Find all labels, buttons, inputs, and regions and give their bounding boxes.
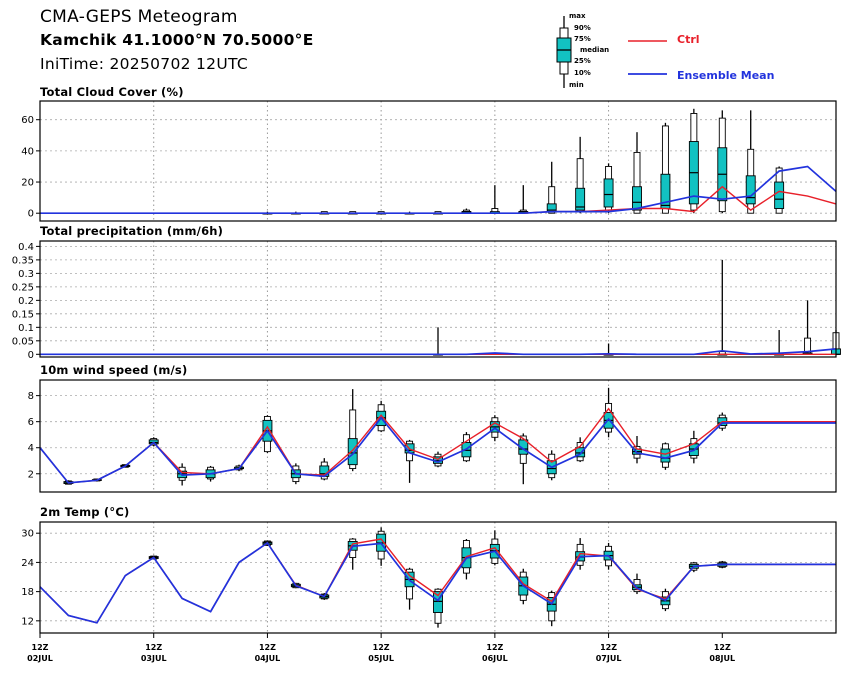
panel-title-precip: Total precipitation (mm/6h) (40, 224, 224, 238)
panel-1: 0 0.05 0.1 0.15 0.2 0.25 0.3 0.35 0.4 (12, 240, 841, 361)
xtick-time-label: 12Z (600, 643, 617, 652)
legend-median-label: median (580, 46, 610, 54)
box-iqr (575, 447, 586, 458)
legend-mean-label: Ensemble Mean (677, 69, 775, 82)
legend-p25-label: 25% (574, 57, 591, 65)
xtick-time-label: 12Z (714, 643, 731, 652)
box-glyph (376, 400, 387, 433)
panel-frame (39, 521, 837, 634)
ytick-label: 0.15 (12, 309, 34, 320)
ytick-label: 2 (28, 469, 34, 480)
legend-p10-label: 10% (574, 69, 591, 77)
ytick-label: 0.4 (18, 242, 34, 253)
ytick-label: 12 (21, 616, 34, 627)
ytick-label: 0.1 (18, 323, 34, 334)
box-p10-p90 (633, 151, 641, 214)
box-legend-glyph (556, 16, 572, 88)
panel-frame (39, 240, 837, 358)
box-glyph (745, 110, 756, 214)
box-p10-p90 (661, 125, 669, 214)
ytick-label: 6 (28, 417, 34, 428)
ytick-label: 20 (21, 178, 34, 189)
legend-max-label: max (569, 12, 586, 20)
box-iqr (575, 187, 586, 211)
box-iqr (660, 448, 671, 463)
ensemble-mean-line (39, 416, 836, 484)
ytick-label: 0.25 (12, 282, 34, 293)
panel-title-cloud: Total Cloud Cover (%) (40, 85, 184, 99)
ytick-label: 0.05 (12, 336, 34, 347)
ytick-label: 0 (28, 209, 34, 220)
ytick-label: 60 (21, 115, 34, 126)
ytick-label: 0 (28, 350, 34, 361)
panel-title-wind: 10m wind speed (m/s) (40, 363, 188, 377)
box-glyph (546, 161, 557, 214)
xtick-date-label: 03JUL (141, 654, 167, 663)
box-iqr (603, 178, 614, 208)
ensemble-mean-line (39, 541, 836, 624)
ytick-label: 24 (21, 558, 34, 569)
xtick-time-label: 12Z (145, 643, 162, 652)
box-glyph (489, 185, 500, 214)
box-glyph (433, 588, 443, 628)
box-glyph (347, 389, 358, 472)
box-iqr (774, 181, 785, 209)
x-axis: 12Z 02JUL 12Z 03JUL 12Z 04JUL 12Z 05JUL 12Z 06JUL… (27, 633, 735, 663)
box-p10-p90 (548, 186, 556, 214)
legend-min-label: min (569, 81, 584, 89)
ytick-label: 40 (21, 146, 34, 157)
xtick-date-label: 04JUL (255, 654, 281, 663)
panel-3: 12 18 24 30 (21, 521, 837, 634)
ytick-label: 30 (21, 529, 34, 540)
xtick-date-label: 07JUL (596, 654, 622, 663)
ytick-label: 0.35 (12, 255, 34, 266)
location-label: Kamchik 41.1000°N 70.5000°E (40, 31, 314, 49)
box-glyph (632, 132, 642, 214)
box-glyph (717, 110, 728, 214)
box-glyph (660, 122, 671, 214)
legend-p75-label: 75% (574, 35, 591, 43)
box-glyph (404, 439, 415, 483)
box-glyph (603, 163, 614, 214)
ytick-label: 4 (28, 443, 34, 454)
box-iqr (632, 186, 642, 211)
xtick-time-label: 12Z (373, 643, 390, 652)
xtick-time-label: 12Z (32, 643, 49, 652)
box-iqr (433, 591, 443, 614)
box-glyph (660, 442, 671, 470)
ytick-label: 0.3 (18, 269, 34, 280)
panel-title-temp: 2m Temp (°C) (40, 505, 130, 519)
ctrl-line (39, 407, 836, 484)
box-glyph (774, 166, 785, 214)
ensemble-mean-line (40, 165, 837, 215)
box-iqr (518, 439, 529, 455)
box-iqr (347, 438, 358, 466)
ytick-label: 0.2 (18, 296, 34, 307)
legend-p90-label: 90% (574, 24, 591, 32)
legend-ctrl-label: Ctrl (677, 33, 700, 46)
panel-frame (39, 100, 837, 222)
ctrl-line (40, 185, 837, 214)
ytick-label: 18 (21, 587, 34, 598)
xtick-date-label: 02JUL (27, 654, 53, 663)
box-glyph (774, 330, 785, 356)
ensemble-mean-line (40, 348, 837, 356)
box-iqr (745, 175, 756, 205)
xtick-date-label: 05JUL (368, 654, 394, 663)
chart-title: CMA-GEPS Meteogram (40, 7, 238, 27)
panel-frame (39, 379, 837, 493)
xtick-time-label: 12Z (486, 643, 503, 652)
panel-2: 2 4 6 8 (28, 379, 837, 493)
xtick-time-label: 12Z (259, 643, 276, 652)
xtick-date-label: 08JUL (709, 654, 735, 663)
box-glyph (404, 567, 415, 610)
panel-0: 0 20 40 60 (21, 100, 837, 222)
ytick-label: 8 (28, 391, 34, 402)
box-glyph (518, 185, 529, 214)
xtick-date-label: 06JUL (482, 654, 508, 663)
init-time-label: IniTime: 20250702 12UTC (40, 55, 248, 73)
box-glyph (575, 136, 586, 214)
